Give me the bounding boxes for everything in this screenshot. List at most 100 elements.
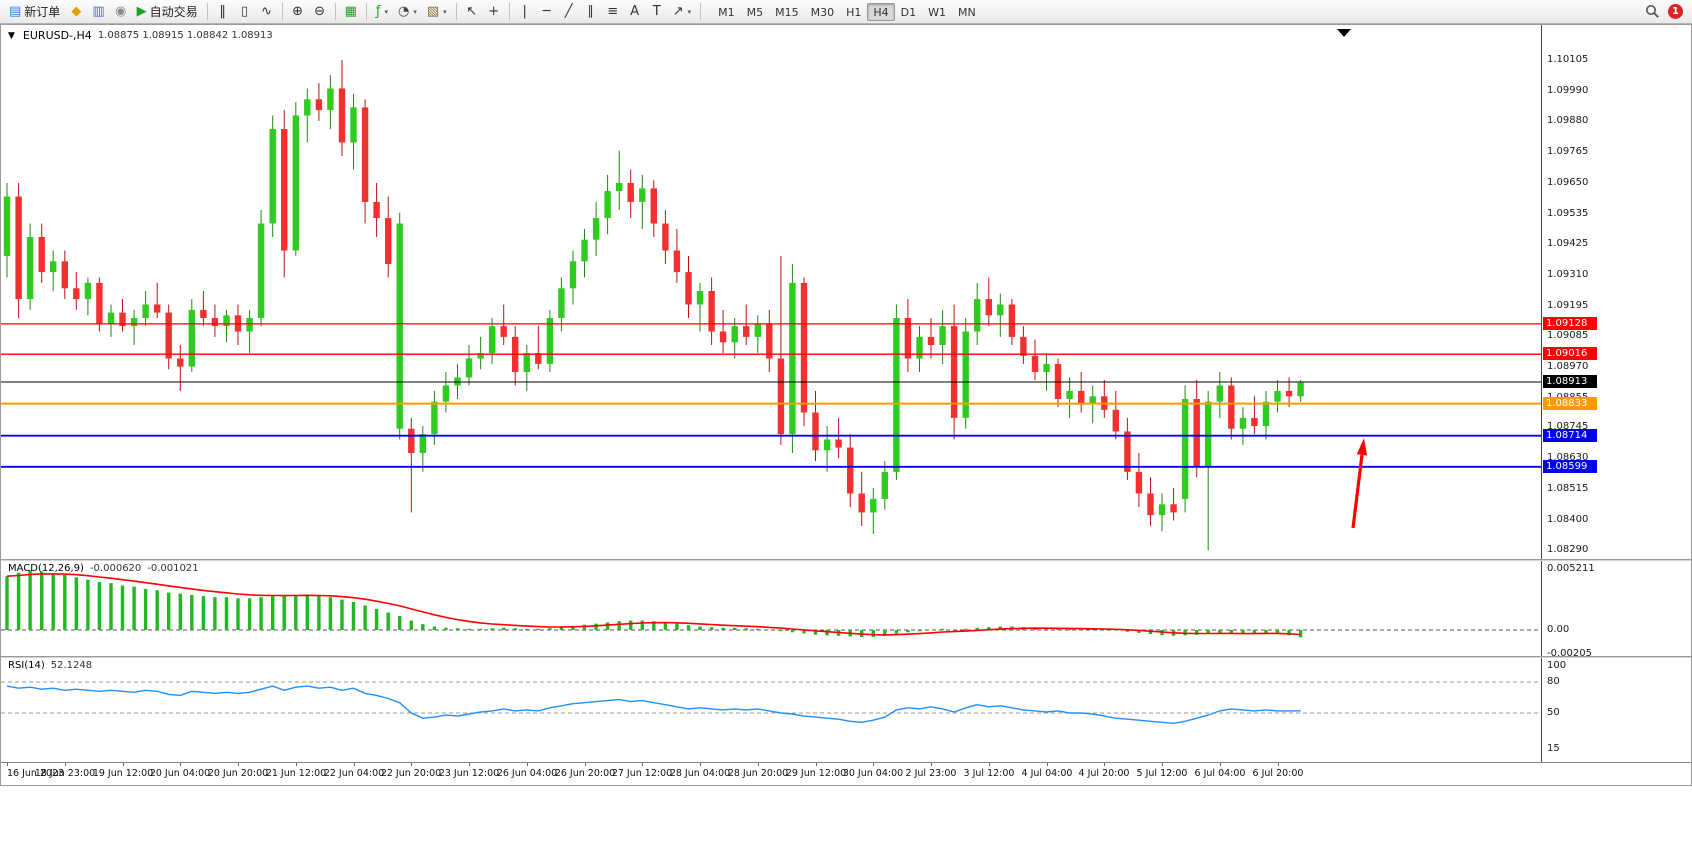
- timeframe-m30-button[interactable]: M30: [810, 5, 835, 19]
- zoom-in-icon: ⊕: [292, 4, 304, 19]
- rsi-header: RSI(14) 52.1248: [8, 660, 92, 671]
- macd-value-main: -0.000620: [89, 563, 142, 574]
- new-order-button[interactable]: ▤ 新订单: [5, 2, 64, 22]
- metaeditor-icon: ◆: [71, 4, 82, 19]
- time-axis-tick: [469, 763, 470, 766]
- down-triangle-marker[interactable]: [1337, 29, 1351, 37]
- macd-value-signal: -0.001021: [147, 563, 199, 574]
- price-axis-label: 1.09990: [1547, 85, 1589, 96]
- chart-header: ▼ EURUSD-,H4 1.08875 1.08915 1.08842 1.0…: [8, 29, 273, 42]
- timeframe-w1-button[interactable]: W1: [928, 5, 947, 19]
- notification-badge[interactable]: 1: [1668, 4, 1683, 19]
- time-axis-label: 23 Jun 12:00: [438, 768, 500, 779]
- timeframe-h1-button[interactable]: H1: [846, 5, 862, 19]
- time-axis-label: 5 Jul 12:00: [1136, 768, 1188, 779]
- equidistant-channel-button[interactable]: ∥: [581, 2, 601, 22]
- time-axis-label: 2 Jul 23:00: [905, 768, 957, 779]
- price-chart-canvas[interactable]: [1, 25, 1543, 559]
- chart-line-button[interactable]: ∿: [257, 2, 277, 22]
- price-scale[interactable]: 1.10105 1.09990 1.09880 1.09765 1.09650 1.095…: [1541, 25, 1691, 559]
- time-axis-label: 20 Jun 20:00: [207, 768, 269, 779]
- new-order-label: 新订单: [24, 5, 61, 19]
- arrows-tool-button[interactable]: ↗ ▾: [669, 2, 695, 22]
- price-axis-label: 1.09195: [1547, 300, 1589, 311]
- zoom-out-button[interactable]: ⊖: [310, 2, 330, 22]
- price-axis-label: 1.09310: [1547, 269, 1589, 280]
- time-axis-tick: [758, 763, 759, 766]
- timeframe-m5-button[interactable]: M5: [746, 5, 764, 19]
- price-axis-label: 1.09880: [1547, 115, 1589, 126]
- rsi-scale[interactable]: 100 80 50 15: [1541, 658, 1691, 762]
- time-axis-label: 26 Jun 20:00: [554, 768, 616, 779]
- autotrading-button[interactable]: ▶ 自动交易: [133, 2, 202, 22]
- price-axis-label: 1.09535: [1547, 208, 1589, 219]
- time-axis-tick: [1104, 763, 1105, 766]
- time-axis-label: 3 Jul 12:00: [963, 768, 1015, 779]
- rsi-axis-label: 50: [1547, 707, 1560, 718]
- time-axis-label: 29 Jun 12:00: [785, 768, 847, 779]
- periods-button[interactable]: ◔ ▾: [394, 2, 421, 22]
- macd-axis-label: 0.005211: [1547, 563, 1595, 574]
- pane-splitter[interactable]: [1, 559, 1691, 561]
- trendline-icon: ╱: [564, 4, 573, 19]
- time-axis-tick: [1162, 763, 1163, 766]
- timeframe-h4-button[interactable]: H4: [867, 2, 895, 21]
- time-axis-tick: [354, 763, 355, 766]
- autotrading-icon: ▶: [136, 4, 147, 19]
- tile-windows-icon: ▦: [344, 4, 357, 19]
- time-axis-tick: [931, 763, 932, 766]
- fibonacci-icon: ≡: [607, 4, 619, 19]
- macd-canvas[interactable]: [1, 561, 1543, 656]
- timeframe-m15-button[interactable]: M15: [775, 5, 799, 19]
- timeframe-group: M1 M5 M15 M30 H1 H4 D1 W1 MN: [712, 2, 982, 21]
- templates-icon: ▧: [426, 4, 440, 19]
- timeframe-m1-button[interactable]: M1: [718, 5, 735, 19]
- text-label-button[interactable]: T: [647, 2, 667, 22]
- time-axis-label: 18 Jun 23:00: [34, 768, 96, 779]
- templates-button[interactable]: ▧ ▾: [423, 2, 451, 22]
- fibonacci-button[interactable]: ≡: [603, 2, 623, 22]
- rsi-axis-label: 15: [1547, 743, 1560, 754]
- rsi-pane: RSI(14) 52.1248 100 80 50 15: [1, 658, 1691, 762]
- templates-caret-icon: ▾: [443, 7, 447, 16]
- macd-scale[interactable]: 0.005211 0.00 -0.00205: [1541, 561, 1691, 659]
- cursor-button[interactable]: ↖: [462, 2, 482, 22]
- time-axis-tick: [1278, 763, 1279, 766]
- timeframe-mn-button[interactable]: MN: [958, 5, 976, 19]
- crosshair-button[interactable]: +: [484, 2, 504, 22]
- rsi-axis-label: 100: [1547, 660, 1567, 671]
- price-axis-label: 1.08290: [1547, 544, 1589, 555]
- zoom-in-button[interactable]: ⊕: [288, 2, 308, 22]
- chart-candles-button[interactable]: ▯: [235, 2, 255, 22]
- navigator-button[interactable]: ◉: [111, 2, 131, 22]
- time-axis-tick: [816, 763, 817, 766]
- trendline-button[interactable]: ╱: [559, 2, 579, 22]
- time-axis-tick: [180, 763, 181, 766]
- market-watch-button[interactable]: ▥: [88, 2, 108, 22]
- navigator-icon: ◉: [114, 4, 127, 19]
- pane-splitter[interactable]: [1, 656, 1691, 658]
- macd-title: MACD(12,26,9): [8, 563, 84, 574]
- chart-menu-icon[interactable]: ▼: [8, 30, 15, 41]
- metaeditor-button[interactable]: ◆: [66, 2, 86, 22]
- tile-windows-button[interactable]: ▦: [341, 2, 361, 22]
- macd-pane: MACD(12,26,9) -0.000620 -0.001021 0.0052…: [1, 561, 1691, 659]
- time-axis-tick: [7, 763, 8, 766]
- rsi-value: 52.1248: [50, 660, 93, 671]
- time-axis-tick: [989, 763, 990, 766]
- search-icon[interactable]: [1645, 4, 1660, 19]
- rsi-canvas[interactable]: [1, 658, 1543, 762]
- toolbar-right: 1: [1645, 4, 1687, 19]
- macd-axis-label: -0.00205: [1547, 648, 1592, 659]
- chart-bars-button[interactable]: ‖: [213, 2, 233, 22]
- vertical-line-button[interactable]: |: [515, 2, 535, 22]
- text-button[interactable]: A: [625, 2, 645, 22]
- indicators-button[interactable]: ƒ ▾: [372, 2, 392, 22]
- zoom-out-icon: ⊖: [314, 4, 326, 19]
- timeframe-d1-button[interactable]: D1: [900, 5, 917, 19]
- time-scale[interactable]: 16 Jun 2023 18 Jun 23:00 19 Jun 12:00 20 Ju…: [1, 762, 1691, 785]
- trend-arrow-annotation[interactable]: [1351, 438, 1368, 529]
- price-axis-label: 1.08970: [1547, 361, 1589, 372]
- horizontal-line-button[interactable]: ─: [537, 2, 557, 22]
- time-axis-label: 28 Jun 04:00: [669, 768, 731, 779]
